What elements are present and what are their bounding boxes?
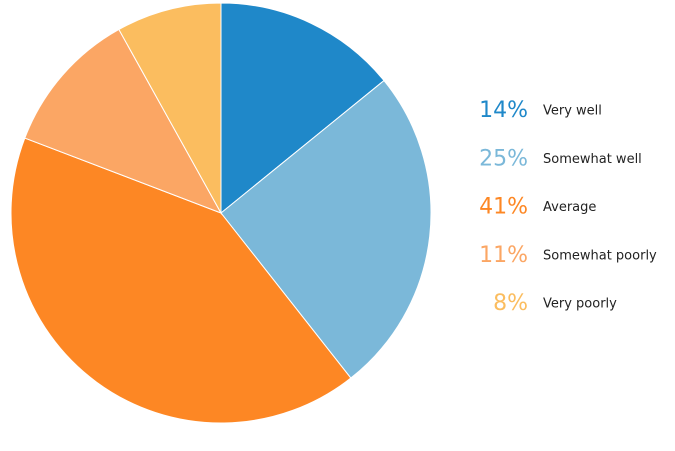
legend-label: Somewhat well xyxy=(543,152,642,167)
legend-value: 14% xyxy=(479,98,528,123)
pie-slice xyxy=(220,2,385,215)
legend-label: Very poorly xyxy=(543,297,617,312)
legend-label: Somewhat poorly xyxy=(543,248,657,263)
legend-value: 41% xyxy=(479,195,528,220)
legend-value: 11% xyxy=(479,243,528,268)
legend-label: Very well xyxy=(543,104,602,119)
legend-value: 8% xyxy=(493,291,528,316)
pie-slice xyxy=(10,137,352,424)
pie-slice xyxy=(220,79,432,379)
legend-label: Average xyxy=(543,200,596,215)
legend-value: 25% xyxy=(479,146,528,171)
pie-slice xyxy=(24,28,223,214)
pie-slice xyxy=(118,2,222,215)
